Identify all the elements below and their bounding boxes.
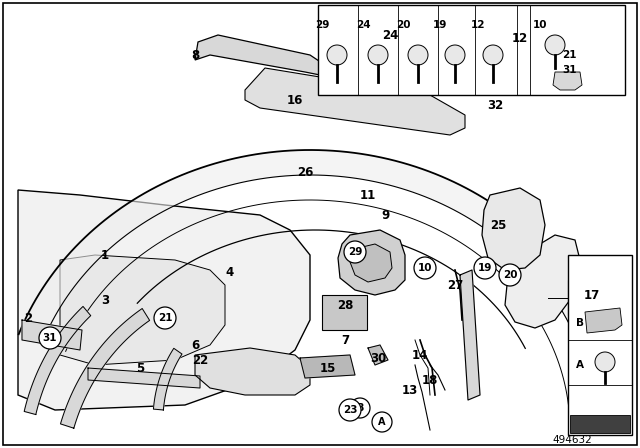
Polygon shape (460, 270, 480, 400)
Text: 10: 10 (532, 20, 547, 30)
Polygon shape (154, 348, 182, 410)
Polygon shape (22, 320, 82, 350)
Polygon shape (245, 68, 465, 135)
Text: 16: 16 (287, 94, 303, 107)
Circle shape (474, 257, 496, 279)
Text: 8: 8 (191, 48, 199, 61)
Polygon shape (585, 308, 622, 333)
Polygon shape (368, 345, 388, 365)
FancyBboxPatch shape (318, 5, 625, 95)
Text: B: B (356, 403, 364, 413)
Text: 27: 27 (447, 279, 463, 292)
Circle shape (350, 398, 370, 418)
Text: 21: 21 (562, 50, 577, 60)
Text: 18: 18 (422, 374, 438, 387)
Polygon shape (338, 230, 405, 295)
Text: 28: 28 (337, 298, 353, 311)
Text: 30: 30 (370, 352, 386, 365)
Text: 3: 3 (101, 293, 109, 306)
Text: 26: 26 (297, 165, 313, 178)
Text: 11: 11 (360, 189, 376, 202)
Text: 6: 6 (191, 339, 199, 352)
Circle shape (445, 45, 465, 65)
Polygon shape (570, 415, 630, 433)
Text: 25: 25 (490, 219, 506, 232)
Text: 24: 24 (356, 20, 371, 30)
Circle shape (483, 45, 503, 65)
Text: 12: 12 (471, 20, 485, 30)
Text: 31: 31 (43, 333, 57, 343)
Text: 5: 5 (136, 362, 144, 375)
Polygon shape (18, 190, 310, 410)
Text: 32: 32 (487, 99, 503, 112)
Text: 15: 15 (320, 362, 336, 375)
Text: 19: 19 (433, 20, 447, 30)
Polygon shape (505, 235, 580, 328)
Polygon shape (195, 35, 325, 75)
Polygon shape (61, 309, 150, 428)
Text: 20: 20 (503, 270, 517, 280)
Text: 20: 20 (396, 20, 410, 30)
FancyBboxPatch shape (568, 255, 632, 435)
Text: 12: 12 (512, 31, 528, 44)
Circle shape (39, 327, 61, 349)
Circle shape (344, 241, 366, 263)
Circle shape (327, 45, 347, 65)
Polygon shape (350, 244, 392, 282)
Polygon shape (553, 72, 582, 90)
Polygon shape (24, 306, 91, 414)
Text: 23: 23 (343, 405, 357, 415)
Polygon shape (60, 255, 225, 365)
Text: B: B (576, 318, 584, 328)
Text: A: A (378, 417, 386, 427)
Circle shape (339, 399, 361, 421)
Circle shape (414, 257, 436, 279)
Text: 4: 4 (226, 266, 234, 279)
Circle shape (368, 45, 388, 65)
Circle shape (499, 264, 521, 286)
Text: A: A (576, 360, 584, 370)
Text: 22: 22 (192, 353, 208, 366)
Text: 13: 13 (402, 383, 418, 396)
Text: 19: 19 (478, 263, 492, 273)
Circle shape (154, 307, 176, 329)
Circle shape (408, 45, 428, 65)
Polygon shape (88, 368, 200, 388)
Text: 24: 24 (382, 29, 398, 42)
Circle shape (545, 35, 565, 55)
Text: 1: 1 (101, 249, 109, 262)
Polygon shape (195, 348, 310, 395)
FancyBboxPatch shape (322, 295, 367, 330)
Text: 7: 7 (341, 333, 349, 346)
Text: 2: 2 (24, 311, 32, 324)
Text: 17: 17 (584, 289, 600, 302)
Text: 21: 21 (157, 313, 172, 323)
FancyBboxPatch shape (568, 280, 623, 315)
Text: 29: 29 (348, 247, 362, 257)
Text: 29: 29 (315, 20, 329, 30)
Polygon shape (19, 150, 619, 408)
Text: 494632: 494632 (552, 435, 592, 445)
Text: 14: 14 (412, 349, 428, 362)
Circle shape (372, 412, 392, 432)
Text: 31: 31 (562, 65, 577, 75)
FancyBboxPatch shape (3, 3, 637, 445)
Text: 10: 10 (418, 263, 432, 273)
Circle shape (595, 352, 615, 372)
Polygon shape (300, 355, 355, 378)
Polygon shape (482, 188, 545, 270)
Text: 9: 9 (381, 208, 389, 221)
